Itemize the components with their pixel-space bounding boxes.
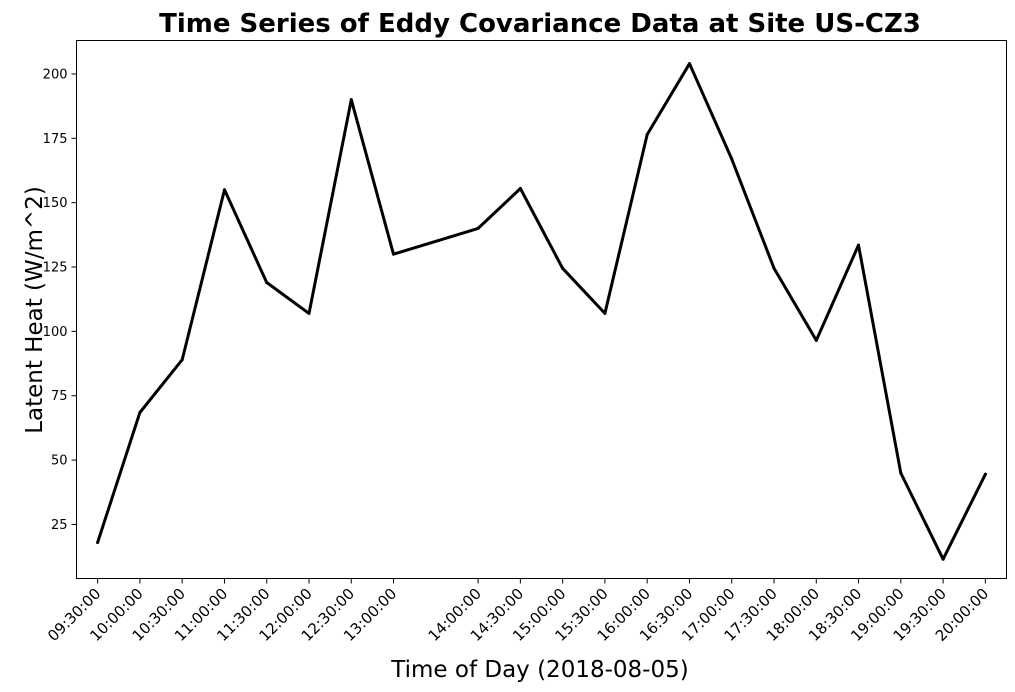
data-point [180,358,184,362]
y-axis-label: Latent Heat (W/m^2) [22,186,48,434]
data-point [941,557,945,561]
y-tick-label: 200 [43,67,68,82]
y-tick-label: 25 [51,518,68,533]
data-point [222,188,226,192]
data-point [392,252,396,256]
data-point [138,410,142,414]
data-point [307,311,311,315]
chart-title: Time Series of Eddy Covariance Data at S… [159,9,921,39]
plot-frame [76,40,1007,579]
data-point [561,266,565,270]
data-point [96,540,100,544]
data-point [899,471,903,475]
data-point [603,311,607,315]
y-axis: 25 50 75 100 125 150 175 200 [43,67,77,533]
y-tick-label: 50 [51,454,68,469]
x-axis: 09:30:0010:00:0010:30:0011:00:0011:30:00… [44,578,992,645]
y-tick-label: 75 [51,389,68,404]
series-group [96,62,987,561]
y-tick-label: 100 [43,325,68,340]
data-point [645,132,649,136]
data-point [983,472,987,476]
data-point [772,266,776,270]
y-tick-label: 175 [43,132,68,147]
y-tick-label: 125 [43,261,68,276]
data-point [265,280,269,284]
data-point [730,157,734,161]
data-point [814,338,818,342]
data-point [518,187,522,191]
data-point [349,98,353,102]
data-point [687,62,691,66]
data-point [476,226,480,230]
series-line [96,62,987,561]
data-point [857,243,861,247]
x-axis-label: Time of Day (2018-08-05) [390,657,688,683]
y-tick-label: 150 [43,196,68,211]
